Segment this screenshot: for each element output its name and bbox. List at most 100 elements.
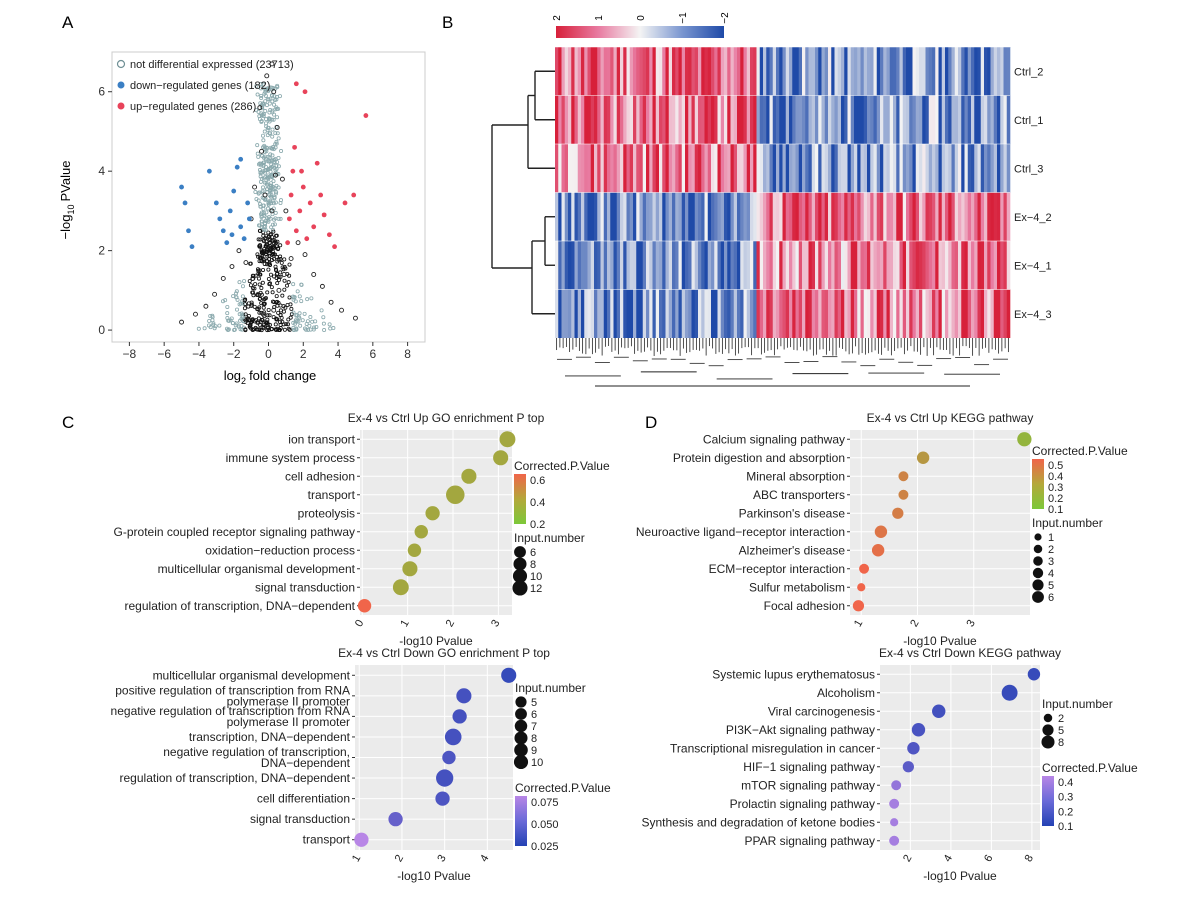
heatmap-cell (555, 289, 559, 338)
heatmap-cell (750, 289, 754, 338)
heatmap-cell (668, 95, 673, 144)
heatmap-cell (945, 241, 949, 290)
volcano-background-point (266, 276, 271, 281)
heatmap-cell (935, 289, 939, 338)
heatmap-cell (980, 289, 985, 338)
heatmap-cell (587, 144, 592, 193)
heatmap-cell (568, 47, 572, 96)
heatmap-cell (889, 47, 894, 96)
volcano-point-up (318, 192, 324, 198)
volcano-background-point (274, 183, 279, 188)
heatmap-cell (854, 47, 858, 96)
volcano-background-point (302, 311, 307, 316)
heatmap-row-label: Ex−4_3 (1014, 309, 1052, 321)
heatmap-cell (659, 144, 663, 193)
heatmap-cell (1003, 144, 1008, 193)
volcano-point-not-diff (352, 315, 358, 321)
volcano-background-point (273, 191, 278, 196)
heatmap-cell (753, 144, 757, 193)
heatmap-cell (724, 192, 728, 241)
volcano-background-point (238, 327, 243, 332)
heatmap-cell (941, 289, 946, 338)
volcano-background-point (259, 301, 264, 306)
heatmap-cell (792, 289, 796, 338)
volcano-background-point (259, 93, 264, 98)
volcano-point-up (363, 113, 369, 118)
heatmap-cell (665, 192, 670, 241)
heatmap-cell (662, 95, 666, 144)
heatmap-cell (971, 241, 975, 290)
heatmap-cell (756, 144, 761, 193)
heatmap-cell (889, 144, 894, 193)
heatmap-cell (698, 95, 702, 144)
volcano-background-point (308, 315, 313, 320)
heatmap-cell (581, 95, 585, 144)
heatmap-cell (997, 289, 1001, 338)
heatmap-cell (977, 241, 982, 290)
dotplot-point (354, 832, 369, 847)
dotplot-x-tick-label: 6 (982, 853, 995, 864)
heatmap-cell (694, 47, 699, 96)
dotplot-color-legend-title: Corrected.P.Value (515, 781, 611, 795)
heatmap-cell (870, 47, 874, 96)
volcano-background-point (270, 127, 275, 132)
heatmap-cell (730, 241, 735, 290)
volcano-x-tick-label: 8 (404, 347, 411, 361)
heatmap-cell (935, 47, 939, 96)
heatmap-cell (668, 192, 673, 241)
volcano-background-point (253, 190, 258, 195)
heatmap-cell (600, 47, 605, 96)
heatmap-cell (941, 144, 946, 193)
heatmap-cell (841, 289, 845, 338)
dotplot-point (425, 506, 440, 521)
volcano-background-point (272, 217, 277, 222)
heatmap-cell (841, 144, 845, 193)
heatmap-cell (597, 47, 601, 96)
heatmap-cell (870, 289, 874, 338)
volcano-background-point (259, 161, 264, 166)
heatmap-cell (798, 47, 803, 96)
heatmap-cell (821, 95, 826, 144)
dotplot-category-label: polymerase II promoter (227, 694, 350, 708)
volcano-point-up (286, 216, 292, 222)
volcano-background-point (275, 239, 280, 244)
dotplot-category-label: Viral carcinogenesis (768, 704, 875, 718)
dotplot-x-tick-label: 2 (901, 853, 914, 864)
volcano-background-point (249, 300, 254, 305)
heatmap-cell (782, 289, 787, 338)
heatmap-cell (850, 47, 855, 96)
heatmap-cell (974, 241, 978, 290)
heatmap-cell (964, 192, 969, 241)
volcano-background-point (226, 318, 231, 323)
heatmap-cell (854, 144, 858, 193)
volcano-background-point (273, 322, 278, 327)
heatmap-cell (808, 241, 813, 290)
heatmap-cell (730, 95, 735, 144)
heatmap-cell (678, 47, 683, 96)
volcano-point-up (293, 81, 299, 87)
heatmap-cell (646, 95, 650, 144)
heatmap-cell (993, 289, 998, 338)
heatmap-cell (802, 241, 806, 290)
heatmap-cell (600, 192, 605, 241)
heatmap-cell (896, 47, 900, 96)
heatmap-cell (997, 95, 1001, 144)
volcano-background-point (270, 117, 275, 122)
heatmap-cell (737, 289, 741, 338)
dotplot-category-label: oxidation−reduction process (205, 543, 355, 557)
heatmap-cell (1006, 289, 1011, 338)
volcano-point-not-diff (269, 208, 275, 214)
volcano-point-not-diff (260, 311, 266, 317)
heatmap-cell (620, 241, 624, 290)
heatmap-cell (714, 289, 718, 338)
volcano-background-point (248, 261, 253, 266)
volcano-background-point (275, 84, 280, 89)
volcano-background-point (270, 110, 275, 115)
heatmap-cell (896, 144, 900, 193)
heatmap-cell (863, 241, 868, 290)
heatmap-cell (655, 289, 660, 338)
heatmap-cell (678, 241, 683, 290)
heatmap-row-dendrogram (491, 70, 555, 315)
heatmap-cell (727, 192, 731, 241)
dotplot-category-label: negative regulation of transcription, (163, 745, 350, 759)
